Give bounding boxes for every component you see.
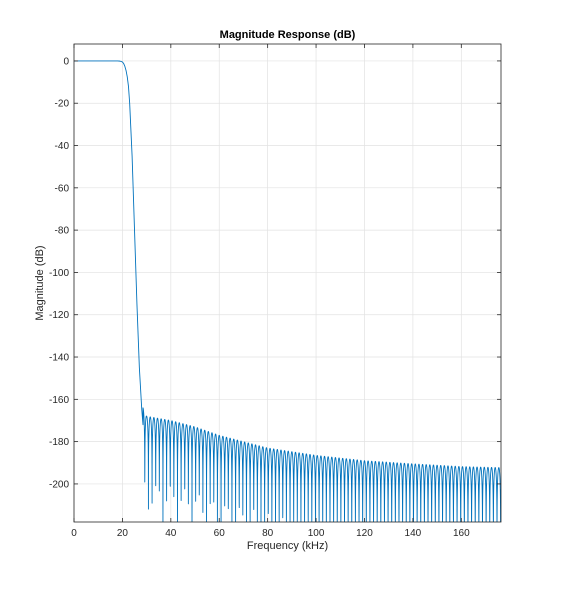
axis-ticks: 0 20 40 60 80 100 120 140 160 0 -20 -40 -60 -80 -100 -1… [49, 44, 501, 539]
chart-title: Magnitude Response (dB) [220, 29, 356, 41]
plot-background [74, 44, 501, 522]
y-tick-label: -20 [55, 99, 70, 110]
y-tick-label: -120 [49, 310, 69, 321]
y-tick-label: 0 [63, 56, 69, 67]
y-tick-label: -40 [55, 141, 70, 152]
x-tick-label: 60 [214, 528, 226, 539]
y-tick-label: -100 [49, 268, 69, 279]
grid-lines [73, 44, 501, 522]
y-tick-label: -200 [49, 479, 69, 490]
x-tick-label: 120 [356, 528, 373, 539]
x-tick-label: 80 [262, 528, 274, 539]
y-tick-label: -60 [55, 183, 70, 194]
series-line-magnitude [74, 60, 501, 522]
x-tick-label: 40 [165, 528, 177, 539]
plot-box [73, 43, 502, 523]
x-tick-label: 160 [453, 528, 470, 539]
y-tick-label: -180 [49, 437, 69, 448]
x-tick-label: 100 [308, 528, 325, 539]
y-tick-label: -80 [55, 226, 70, 237]
x-tick-label: 140 [405, 528, 422, 539]
x-tick-label: 0 [71, 528, 77, 539]
y-tick-label: -160 [49, 395, 69, 406]
plot-area [74, 60, 501, 522]
y-axis-label: Magnitude (dB) [34, 245, 46, 320]
x-axis-label: Frequency (kHz) [247, 540, 328, 552]
x-tick-label: 20 [117, 528, 129, 539]
y-tick-label: -140 [49, 353, 69, 364]
